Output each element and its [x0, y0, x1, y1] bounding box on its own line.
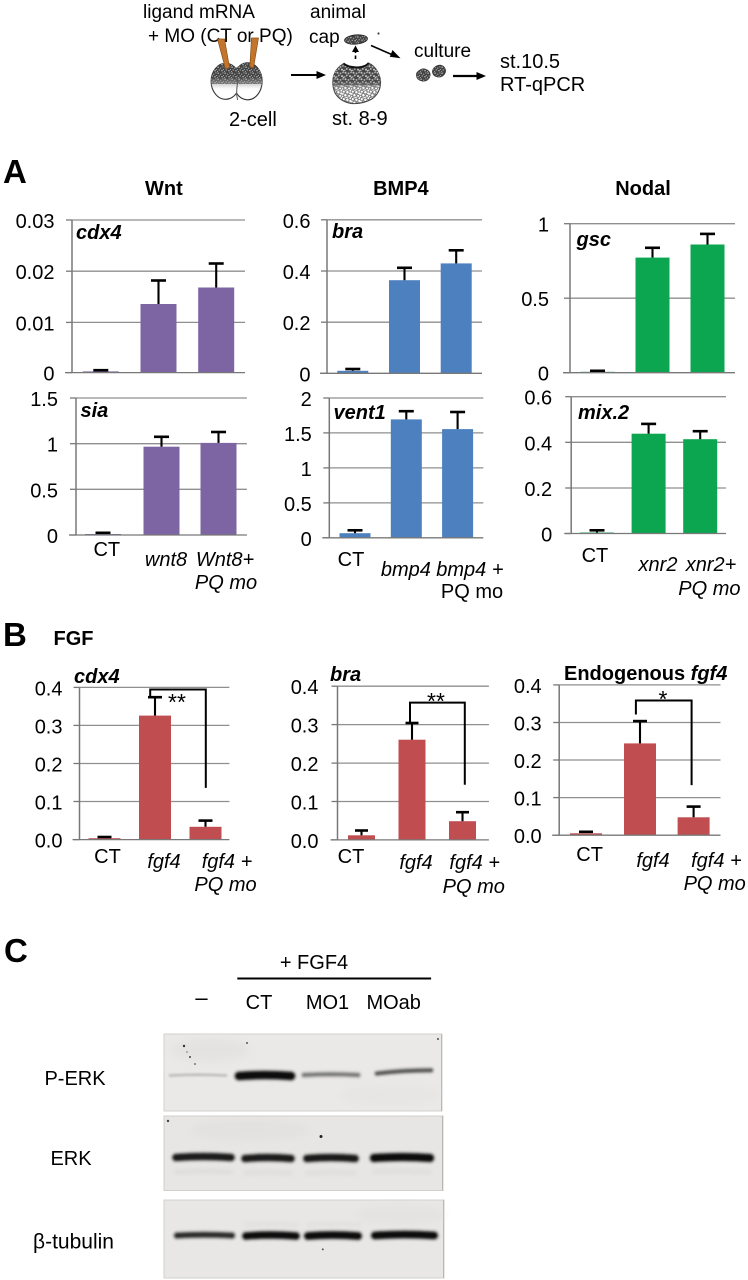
svg-text:0.2: 0.2 [524, 479, 552, 501]
svg-text:fgf4: fgf4 [399, 852, 432, 874]
svg-text:CT: CT [576, 844, 603, 866]
svg-text:0.4: 0.4 [291, 677, 319, 699]
svg-text:PQ mo: PQ mo [195, 572, 257, 594]
svg-text:st. 8-9: st. 8-9 [332, 108, 388, 130]
svg-text:bra: bra [332, 221, 363, 243]
svg-text:0.0: 0.0 [35, 831, 63, 853]
svg-text:**: ** [427, 688, 445, 714]
svg-text:0: 0 [43, 364, 54, 386]
svg-text:B: B [3, 616, 27, 653]
svg-text:0.6: 0.6 [283, 211, 311, 233]
svg-text:2: 2 [301, 389, 312, 411]
svg-text:BMP4: BMP4 [373, 178, 429, 200]
svg-text:CT: CT [582, 545, 609, 567]
svg-text:CT: CT [338, 549, 365, 571]
svg-text:CT: CT [338, 846, 365, 868]
svg-text:bmp4 +: bmp4 + [436, 559, 503, 581]
svg-text:0.1: 0.1 [291, 793, 319, 815]
svg-text:vent1: vent1 [334, 402, 386, 424]
svg-text:PQ mo: PQ mo [684, 873, 746, 895]
svg-text:0.6: 0.6 [524, 388, 552, 410]
svg-text:0.2: 0.2 [35, 755, 63, 777]
svg-text:CT: CT [246, 992, 273, 1014]
svg-text:culture: culture [414, 41, 471, 62]
svg-text:sia: sia [81, 400, 109, 422]
svg-text:cdx4: cdx4 [76, 222, 122, 244]
svg-text:cdx4: cdx4 [74, 666, 120, 688]
svg-text:ligand mRNA: ligand mRNA [143, 2, 255, 23]
svg-text:C: C [4, 932, 28, 969]
svg-text:0.01: 0.01 [16, 313, 55, 335]
svg-text:Wnt8+: Wnt8+ [196, 549, 254, 571]
svg-text:RT-qPCR: RT-qPCR [500, 74, 585, 96]
svg-text:0.2: 0.2 [514, 751, 542, 773]
svg-text:0: 0 [301, 529, 312, 551]
svg-text:bmp4: bmp4 [381, 559, 431, 581]
svg-text:bra: bra [330, 664, 361, 686]
svg-text:0.1: 0.1 [35, 793, 63, 815]
svg-text:Nodal: Nodal [615, 178, 671, 200]
svg-text:1: 1 [47, 435, 58, 457]
svg-text:1.5: 1.5 [30, 389, 58, 411]
svg-text:0.3: 0.3 [35, 716, 63, 738]
svg-text:animal: animal [310, 2, 366, 23]
svg-text:0.4: 0.4 [35, 678, 63, 700]
svg-text:MOab: MOab [366, 992, 420, 1014]
svg-text:2-cell: 2-cell [229, 109, 277, 131]
svg-text:wnt8: wnt8 [145, 549, 187, 571]
svg-text:0.4: 0.4 [283, 262, 311, 284]
svg-text:MO1: MO1 [306, 992, 349, 1014]
svg-text:Endogenous fgf4: Endogenous fgf4 [564, 663, 727, 685]
svg-text:0.3: 0.3 [291, 716, 319, 738]
svg-text:0: 0 [541, 525, 552, 547]
svg-text:0.03: 0.03 [16, 211, 55, 233]
svg-text:FGF: FGF [54, 628, 94, 650]
svg-text:0.2: 0.2 [283, 313, 311, 335]
svg-text:0: 0 [299, 364, 310, 386]
svg-text:xnr2+: xnr2+ [685, 554, 737, 576]
svg-text:0.0: 0.0 [514, 826, 542, 848]
svg-text:xnr2: xnr2 [638, 554, 678, 576]
svg-text:0.2: 0.2 [291, 754, 319, 776]
svg-text:0.3: 0.3 [514, 714, 542, 736]
svg-text:1: 1 [301, 459, 312, 481]
svg-text:CT: CT [94, 846, 121, 868]
svg-text:0: 0 [538, 364, 549, 386]
svg-text:PQ mo: PQ mo [441, 581, 503, 603]
svg-text:**: ** [168, 689, 186, 715]
svg-text:mix.2: mix.2 [578, 402, 629, 424]
svg-text:0.4: 0.4 [514, 676, 542, 698]
svg-text:fgf4 +: fgf4 + [691, 850, 742, 872]
svg-text:Wnt: Wnt [145, 178, 183, 200]
svg-text:P-ERK: P-ERK [44, 1068, 106, 1090]
svg-text:–: – [195, 985, 208, 1010]
svg-text:CT: CT [93, 539, 120, 561]
svg-text:0.5: 0.5 [30, 480, 58, 502]
svg-text:0.4: 0.4 [524, 433, 552, 455]
svg-text:PQ mo: PQ mo [678, 578, 740, 600]
svg-text:gsc: gsc [576, 229, 611, 251]
svg-text:fgf4: fgf4 [636, 850, 669, 872]
svg-text:1: 1 [538, 215, 549, 237]
svg-text:0.5: 0.5 [521, 289, 549, 311]
svg-text:st.10.5: st.10.5 [500, 51, 560, 73]
svg-text:*: * [659, 686, 668, 712]
svg-text:A: A [3, 153, 27, 190]
svg-text:β-tubulin: β-tubulin [33, 1231, 114, 1254]
svg-text:PQ mo: PQ mo [194, 874, 256, 896]
svg-text:fgf4: fgf4 [147, 851, 180, 873]
svg-text:0.5: 0.5 [284, 494, 312, 516]
svg-text:cap: cap [309, 27, 340, 48]
svg-text:0: 0 [47, 526, 58, 548]
svg-text:fgf4 +: fgf4 + [449, 852, 500, 874]
svg-text:0.02: 0.02 [16, 262, 55, 284]
svg-text:0.1: 0.1 [514, 789, 542, 811]
svg-text:1.5: 1.5 [284, 424, 312, 446]
svg-text:0.0: 0.0 [291, 831, 319, 853]
svg-text:fgf4 +: fgf4 + [202, 851, 253, 873]
svg-text:+ FGF4: + FGF4 [280, 952, 348, 974]
svg-text:PQ mo: PQ mo [443, 876, 505, 898]
svg-text:ERK: ERK [50, 1148, 92, 1170]
